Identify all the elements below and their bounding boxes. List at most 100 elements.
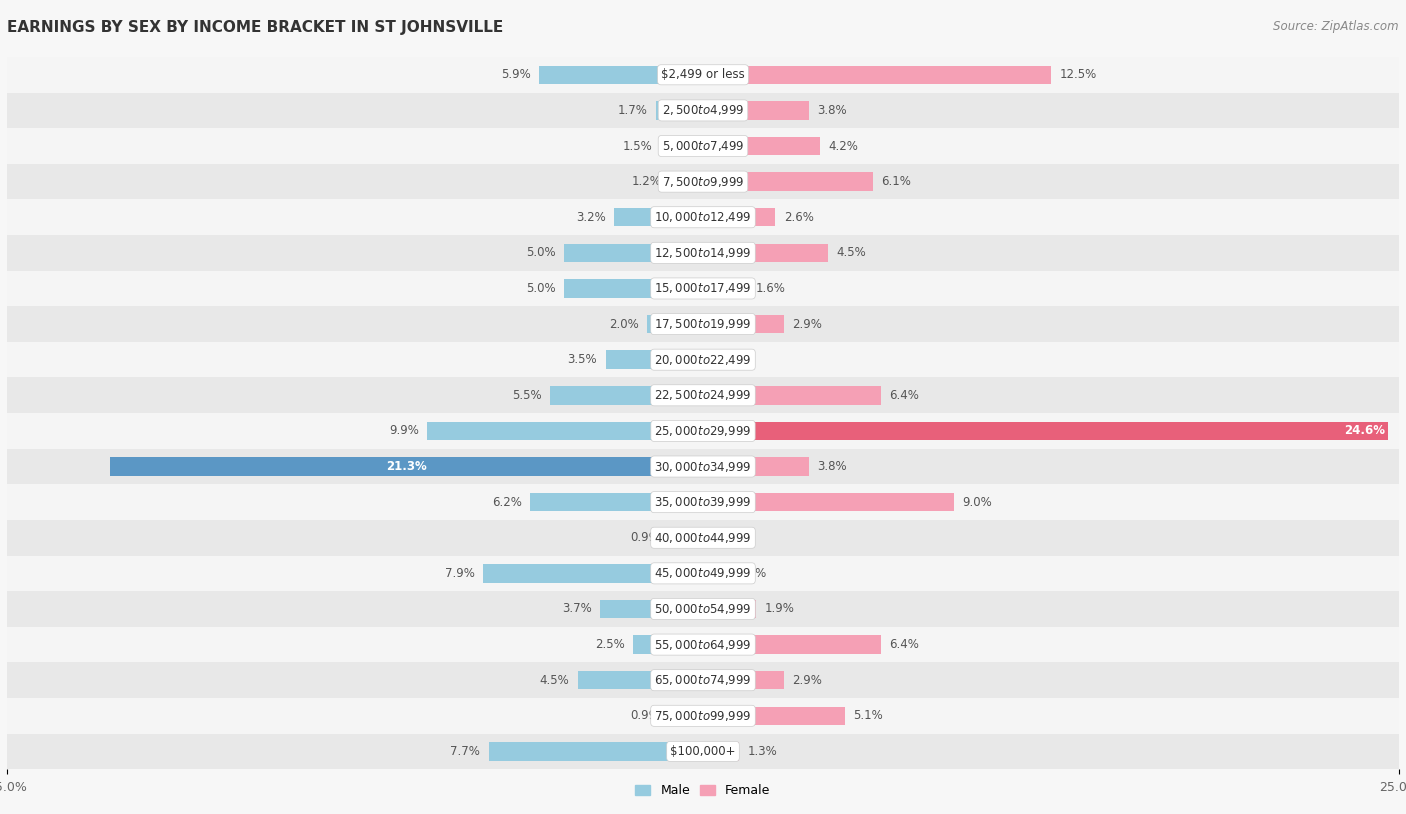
Text: 6.1%: 6.1%	[882, 175, 911, 188]
Bar	[669, 173, 703, 190]
Text: $25,000 to $29,999: $25,000 to $29,999	[654, 424, 752, 438]
Text: 1.6%: 1.6%	[756, 282, 786, 295]
Text: 24.6%: 24.6%	[1344, 424, 1385, 437]
Bar	[7, 270, 1399, 306]
Text: $75,000 to $99,999: $75,000 to $99,999	[654, 709, 752, 723]
Text: 2.9%: 2.9%	[792, 317, 823, 330]
Text: 4.5%: 4.5%	[837, 247, 866, 260]
Bar	[7, 627, 1399, 663]
Bar	[703, 173, 873, 190]
Bar	[703, 137, 820, 155]
Text: $12,500 to $14,999: $12,500 to $14,999	[654, 246, 752, 260]
Text: $45,000 to $49,999: $45,000 to $49,999	[654, 567, 752, 580]
Text: 12.5%: 12.5%	[1059, 68, 1097, 81]
Bar	[703, 243, 828, 262]
Text: 7.9%: 7.9%	[444, 567, 475, 580]
Bar	[703, 564, 721, 583]
Bar	[703, 315, 783, 333]
Bar	[550, 386, 703, 405]
Text: 3.8%: 3.8%	[817, 460, 846, 473]
Bar	[703, 457, 808, 475]
Bar	[489, 742, 703, 760]
Bar	[7, 164, 1399, 199]
Text: 21.3%: 21.3%	[387, 460, 427, 473]
Bar	[7, 555, 1399, 591]
Text: 5.9%: 5.9%	[501, 68, 530, 81]
Text: Source: ZipAtlas.com: Source: ZipAtlas.com	[1274, 20, 1399, 33]
Text: $20,000 to $22,499: $20,000 to $22,499	[654, 352, 752, 366]
Bar	[7, 57, 1399, 93]
Text: 6.4%: 6.4%	[890, 638, 920, 651]
Bar	[7, 520, 1399, 555]
Text: $15,000 to $17,499: $15,000 to $17,499	[654, 282, 752, 295]
Bar	[564, 279, 703, 298]
Text: $40,000 to $44,999: $40,000 to $44,999	[654, 531, 752, 545]
Text: 9.0%: 9.0%	[962, 496, 991, 509]
Text: $30,000 to $34,999: $30,000 to $34,999	[654, 460, 752, 474]
Text: $22,500 to $24,999: $22,500 to $24,999	[654, 388, 752, 402]
Text: 3.8%: 3.8%	[817, 104, 846, 117]
Text: $35,000 to $39,999: $35,000 to $39,999	[654, 495, 752, 509]
Text: 0.99%: 0.99%	[630, 709, 666, 722]
Text: 6.2%: 6.2%	[492, 496, 522, 509]
Bar	[703, 742, 740, 760]
Bar	[600, 600, 703, 618]
Bar	[703, 422, 1388, 440]
Bar	[7, 199, 1399, 235]
Bar	[7, 484, 1399, 520]
Text: $2,500 to $4,999: $2,500 to $4,999	[662, 103, 744, 117]
Text: 9.9%: 9.9%	[389, 424, 419, 437]
Text: 0.99%: 0.99%	[630, 532, 666, 545]
Text: 5.0%: 5.0%	[526, 247, 555, 260]
Bar	[7, 93, 1399, 128]
Bar	[7, 663, 1399, 698]
Bar	[7, 449, 1399, 484]
Text: 5.5%: 5.5%	[512, 389, 541, 402]
Text: 1.7%: 1.7%	[617, 104, 647, 117]
Bar	[703, 208, 775, 226]
Bar	[675, 707, 703, 725]
Bar	[538, 65, 703, 84]
Text: 7.7%: 7.7%	[450, 745, 481, 758]
Text: 4.2%: 4.2%	[828, 139, 858, 152]
Text: $10,000 to $12,499: $10,000 to $12,499	[654, 210, 752, 224]
Bar	[578, 671, 703, 689]
Text: $7,500 to $9,999: $7,500 to $9,999	[662, 175, 744, 189]
Bar	[675, 528, 703, 547]
Bar	[110, 457, 703, 475]
Bar	[647, 315, 703, 333]
Text: 0.0%: 0.0%	[711, 532, 741, 545]
Text: 6.4%: 6.4%	[890, 389, 920, 402]
Text: $100,000+: $100,000+	[671, 745, 735, 758]
Bar	[7, 128, 1399, 164]
Text: $17,500 to $19,999: $17,500 to $19,999	[654, 317, 752, 331]
Text: 1.9%: 1.9%	[765, 602, 794, 615]
Text: 1.5%: 1.5%	[623, 139, 652, 152]
Text: 5.1%: 5.1%	[853, 709, 883, 722]
Bar	[484, 564, 703, 583]
Text: 2.0%: 2.0%	[609, 317, 638, 330]
Bar	[564, 243, 703, 262]
Text: 0.0%: 0.0%	[711, 353, 741, 366]
Bar	[703, 65, 1052, 84]
Text: 1.3%: 1.3%	[748, 745, 778, 758]
Bar	[703, 600, 756, 618]
Text: $50,000 to $54,999: $50,000 to $54,999	[654, 602, 752, 616]
Bar	[633, 635, 703, 654]
Text: $55,000 to $64,999: $55,000 to $64,999	[654, 637, 752, 651]
Bar	[703, 635, 882, 654]
Text: 3.5%: 3.5%	[568, 353, 598, 366]
Bar	[703, 386, 882, 405]
Bar	[7, 235, 1399, 270]
Bar	[7, 378, 1399, 413]
Bar	[703, 279, 748, 298]
Text: 4.5%: 4.5%	[540, 674, 569, 687]
Bar	[530, 492, 703, 511]
Bar	[614, 208, 703, 226]
Bar	[7, 342, 1399, 378]
Text: EARNINGS BY SEX BY INCOME BRACKET IN ST JOHNSVILLE: EARNINGS BY SEX BY INCOME BRACKET IN ST …	[7, 20, 503, 35]
Bar	[7, 306, 1399, 342]
Bar	[655, 101, 703, 120]
Bar	[661, 137, 703, 155]
Text: 0.64%: 0.64%	[730, 567, 766, 580]
